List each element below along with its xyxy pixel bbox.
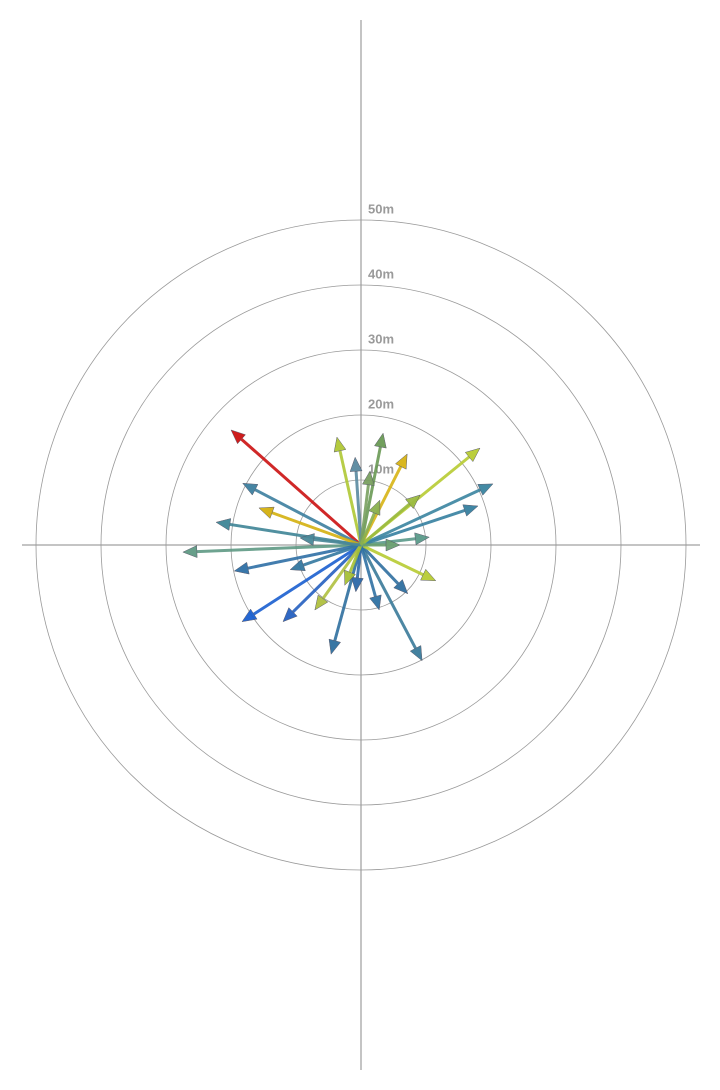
- range-ring: [230, 414, 492, 676]
- vector-arrow: [360, 504, 479, 547]
- vector-arrow: [242, 482, 362, 547]
- vector-arrow: [182, 543, 362, 558]
- arrow-head: [385, 538, 401, 552]
- range-label: 50m: [368, 201, 394, 216]
- arrow-head: [369, 594, 382, 611]
- arrow-head: [362, 470, 375, 486]
- vector-arrow: [359, 470, 375, 546]
- arrow-shaft: [359, 544, 377, 597]
- range-label: 40m: [368, 266, 394, 281]
- arrow-shaft: [271, 511, 362, 547]
- vector-arrow: [289, 543, 362, 572]
- arrow-head: [368, 499, 381, 516]
- arrow-shaft: [321, 544, 363, 600]
- arrow-head: [349, 456, 363, 472]
- arrow-head: [241, 608, 258, 623]
- range-label: 10m: [368, 461, 394, 476]
- arrow-head: [374, 432, 387, 449]
- arrow-shaft: [359, 512, 376, 546]
- arrow-head: [393, 579, 409, 595]
- arrow-shaft: [196, 543, 362, 554]
- arrow-shaft: [247, 543, 362, 570]
- arrow-shaft: [313, 537, 362, 547]
- arrow-shaft: [360, 509, 466, 547]
- vector-arrow: [359, 544, 423, 662]
- arrow-shaft: [359, 544, 417, 650]
- rings: 10m 20m 30m 40m 50m: [35, 201, 687, 871]
- vector-arrow: [349, 456, 363, 546]
- vector-arrow: [299, 533, 362, 547]
- vector-arrow: [314, 544, 363, 611]
- arrow-shaft: [333, 544, 363, 642]
- vector-arrow: [344, 544, 363, 586]
- arrow-shaft: [302, 543, 362, 567]
- arrow-head: [282, 607, 298, 623]
- arrow-head: [314, 594, 329, 611]
- arrow-head: [344, 569, 356, 586]
- arrow-shaft: [360, 502, 411, 547]
- range-label: 30m: [368, 331, 394, 346]
- vector-arrow: [258, 506, 362, 547]
- arrow-head: [233, 561, 250, 575]
- arrow-head: [182, 545, 198, 558]
- vector-arrow: [333, 436, 363, 546]
- range-ring: [295, 479, 427, 611]
- vector-arrow: [361, 538, 401, 552]
- range-label: 20m: [368, 396, 394, 411]
- arrow-shaft: [254, 488, 362, 547]
- range-ring: [100, 284, 622, 806]
- vector-arrow: [241, 543, 362, 623]
- arrow-shaft: [359, 484, 370, 546]
- arrow-shaft: [240, 438, 362, 547]
- vector-arrow: [359, 499, 381, 546]
- vector-arrow: [359, 543, 409, 595]
- arrow-head: [289, 558, 306, 572]
- vector-arrow: [328, 544, 363, 655]
- arrow-head: [462, 504, 479, 517]
- range-ring: [35, 219, 687, 871]
- arrow-head: [333, 436, 347, 453]
- arrow-shaft: [291, 543, 363, 613]
- vector-arrow: [359, 544, 382, 611]
- arrow-head: [351, 576, 364, 593]
- arrow-head: [477, 483, 494, 496]
- arrow-shaft: [253, 543, 362, 616]
- arrow-shaft: [348, 544, 363, 573]
- arrow-shaft: [359, 543, 400, 585]
- arrow-shaft: [338, 450, 363, 546]
- vector-arrow: [360, 494, 421, 547]
- vector-arrow: [230, 429, 362, 547]
- range-ring: [165, 349, 557, 741]
- arrow-head: [395, 453, 408, 470]
- arrow-head: [420, 568, 437, 582]
- arrow-head: [409, 645, 423, 662]
- arrow-head: [242, 482, 259, 496]
- arrow-head: [230, 429, 246, 445]
- vector-arrow: [360, 543, 437, 582]
- arrow-shaft: [360, 543, 424, 577]
- arrow-head: [215, 518, 232, 531]
- vector-arrow: [233, 543, 362, 575]
- arrow-head: [405, 494, 421, 510]
- arrow-head: [414, 532, 430, 546]
- arrow-shaft: [360, 488, 481, 547]
- arrow-head: [464, 447, 481, 463]
- vector-arrow: [360, 483, 494, 547]
- arrow-shaft: [354, 471, 363, 546]
- vector-arrow: [282, 543, 363, 623]
- arrow-head: [258, 506, 275, 519]
- arrow-head: [299, 533, 315, 546]
- arrow-head: [328, 638, 342, 655]
